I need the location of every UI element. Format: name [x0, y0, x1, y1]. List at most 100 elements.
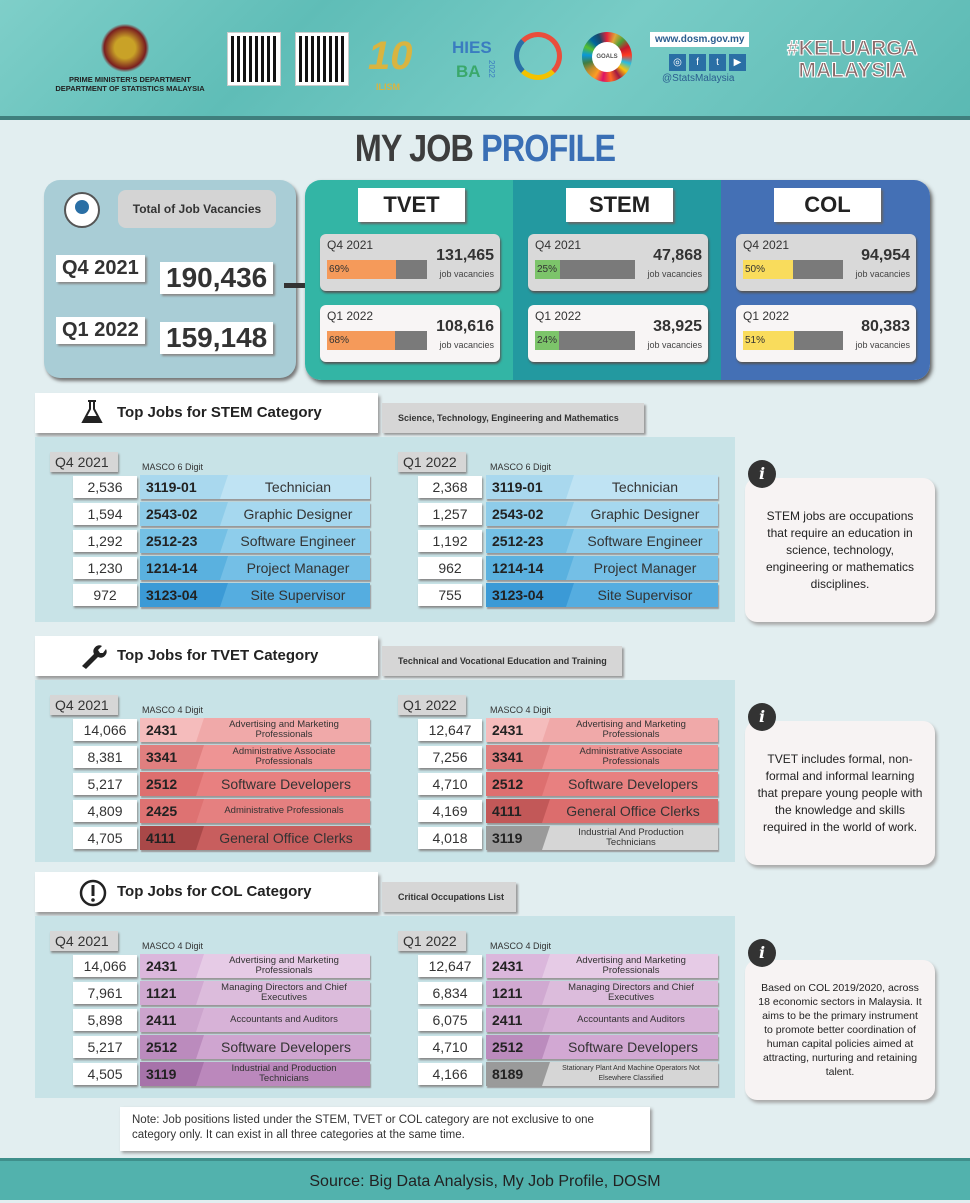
youtube-icon[interactable]: ▶ — [729, 54, 746, 71]
masco-code: 2411 — [146, 1012, 177, 1028]
masco-code: 2431 — [146, 722, 178, 738]
stem-section-header: Top Jobs for STEM Category — [35, 393, 378, 433]
table-row: 14,066 — [73, 719, 137, 741]
ba-logo: BA — [456, 62, 481, 81]
vacancy-count: 4,710 — [418, 1036, 482, 1058]
vacancy-card: Q1 2022 51% 80,383 job vacancies — [736, 305, 916, 362]
vacancy-count: 4,705 — [73, 827, 137, 849]
vacancy-count: 962 — [418, 557, 482, 579]
job-bar: 2512 Software Developers — [140, 772, 370, 796]
masco-code: 3341 — [146, 749, 178, 765]
job-bar: 3123-04 Site Supervisor — [486, 583, 718, 607]
job-bar: 3119-01 Technician — [140, 475, 370, 499]
vacancy-card: Q4 2021 69% 131,465 job vacancies — [320, 234, 500, 291]
job-bar: 3341 Administrative Associate Profession… — [140, 745, 370, 769]
masco-code: 8189 — [492, 1066, 524, 1082]
tvet-section-title: Top Jobs for TVET Category — [117, 647, 319, 664]
vacancy-count: 7,961 — [73, 982, 137, 1004]
job-title: Software Developers — [542, 1035, 718, 1059]
col-section-subtitle: Critical Occupations List — [382, 882, 516, 912]
twitter-icon[interactable]: t — [709, 54, 726, 71]
col-section-header: Top Jobs for COL Category — [35, 872, 378, 912]
masco-label: MASCO 4 Digit — [490, 941, 552, 951]
job-bar: 2512 Software Developers — [140, 1035, 370, 1059]
masco-code: 2512 — [492, 776, 524, 792]
job-title: Administrative Associate Professionals — [196, 745, 370, 769]
job-title: Software Developers — [196, 772, 370, 796]
table-row: 1,230 — [73, 557, 137, 579]
card-period: Q1 2022 — [535, 309, 582, 323]
category-title: STEM — [566, 188, 673, 222]
total-label: Total of Job Vacancies — [118, 190, 276, 228]
website-link[interactable]: www.dosm.gov.my — [650, 32, 750, 47]
job-bar: 3341 Administrative Associate Profession… — [486, 745, 718, 769]
table-row: 4,166 — [418, 1063, 482, 1085]
table-row: 12,647 — [418, 955, 482, 977]
connector-line — [284, 283, 310, 288]
masco-code: 2512 — [146, 776, 178, 792]
job-bar: 3119 Industrial And Production Technicia… — [486, 826, 718, 850]
job-bar: 4111 General Office Clerks — [140, 826, 370, 850]
instagram-icon[interactable]: ◎ — [669, 54, 686, 71]
share-bar-fill: 50% — [743, 260, 793, 279]
social-handle[interactable]: @StatsMalaysia — [662, 73, 735, 84]
census-logo — [514, 32, 562, 80]
info-icon: i — [748, 703, 776, 731]
category-title: COL — [774, 188, 881, 222]
job-title: Site Supervisor — [220, 583, 370, 607]
stem-section-subtitle: Science, Technology, Engineering and Mat… — [382, 403, 644, 433]
category-tvet: TVET Q4 2021 69% 131,465 job vacancies Q… — [305, 180, 513, 380]
card-period: Q1 2022 — [327, 309, 374, 323]
table-row: 2,368 — [418, 476, 482, 498]
card-value: 108,616 — [436, 318, 494, 335]
job-bar: 3119 Industrial and Production Technicia… — [140, 1062, 370, 1086]
facebook-icon[interactable]: f — [689, 54, 706, 71]
share-bar: 68% — [327, 331, 427, 350]
period-label: Q4 2021 — [50, 452, 118, 472]
card-period: Q4 2021 — [535, 238, 582, 252]
table-row: 5,217 — [73, 773, 137, 795]
job-bar: 3119-01 Technician — [486, 475, 718, 499]
table-row: 1,192 — [418, 530, 482, 552]
job-title: Project Manager — [566, 556, 718, 580]
job-title: Stationary Plant And Machine Operators N… — [542, 1062, 718, 1086]
share-bar: 51% — [743, 331, 843, 350]
job-bar: 2512-23 Software Engineer — [486, 529, 718, 553]
share-bar-fill: 69% — [327, 260, 396, 279]
vacancy-count: 755 — [418, 584, 482, 606]
masco-label: MASCO 4 Digit — [142, 705, 204, 715]
vacancy-count: 2,536 — [73, 476, 137, 498]
table-row: 5,217 — [73, 1036, 137, 1058]
share-bar: 24% — [535, 331, 635, 350]
card-value: 38,925 — [653, 318, 702, 335]
job-bar: 2512 Software Developers — [486, 1035, 718, 1059]
table-row: 4,018 — [418, 827, 482, 849]
job-title: Software Developers — [542, 772, 718, 796]
total-q1-label: Q1 2022 — [56, 317, 145, 344]
table-row: 6,075 — [418, 1009, 482, 1031]
qr-code-icon[interactable] — [227, 32, 281, 86]
table-row: 12,647 — [418, 719, 482, 741]
job-bar: 1214-14 Project Manager — [486, 556, 718, 580]
hashtag-line-1: #KELUARGA — [787, 37, 919, 60]
masco-code: 2512 — [492, 1039, 524, 1055]
qr-code-facebook-icon[interactable] — [295, 32, 349, 86]
stem-info-box: STEM jobs are occupations that require a… — [745, 478, 935, 622]
sdg-logo-text: GOALS — [592, 42, 622, 72]
masco-code: 3119-01 — [146, 479, 197, 495]
title-part-1: MY JOB — [354, 128, 474, 170]
masco-code: 2512 — [146, 1039, 178, 1055]
col-info-box: Based on COL 2019/2020, across 18 econom… — [745, 960, 935, 1100]
card-value: 47,868 — [653, 247, 702, 264]
vacancy-count: 1,257 — [418, 503, 482, 525]
vacancy-count: 4,809 — [73, 800, 137, 822]
job-title: Software Engineer — [220, 529, 370, 553]
category-stem: STEM Q4 2021 25% 47,868 job vacancies Q1… — [513, 180, 721, 380]
masco-code: 2431 — [492, 722, 524, 738]
table-row: 972 — [73, 584, 137, 606]
vacancy-count: 12,647 — [418, 955, 482, 977]
job-title: Software Engineer — [566, 529, 718, 553]
vacancy-count: 1,594 — [73, 503, 137, 525]
job-title: Industrial and Production Technicians — [196, 1062, 370, 1086]
job-title: Accountants and Auditors — [542, 1008, 718, 1032]
